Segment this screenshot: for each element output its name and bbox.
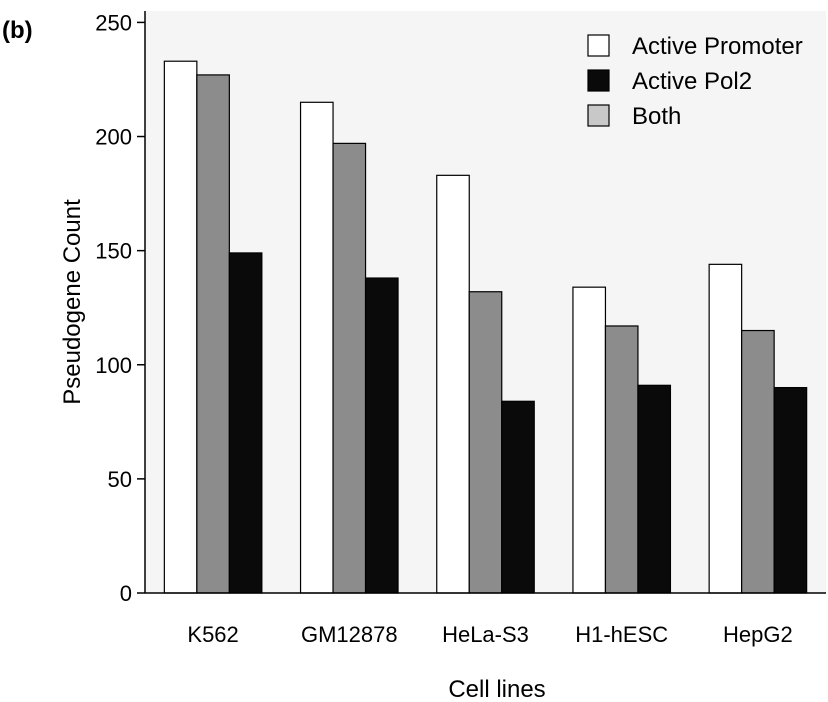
bar-both-k562 bbox=[196, 74, 230, 594]
panel-label: (b) bbox=[2, 17, 33, 44]
x-tick-label: H1-hESC bbox=[575, 622, 668, 647]
x-axis: K562 GM12878 HeLa-S3 H1-hESC HepG2 bbox=[145, 592, 826, 647]
legend-label: Active Pol2 bbox=[632, 68, 752, 95]
y-tick-label: 50 bbox=[108, 467, 132, 492]
bar-both-gm12878 bbox=[332, 142, 367, 594]
y-tick-label: 150 bbox=[95, 239, 132, 264]
bar-both-h1-hesc bbox=[604, 325, 639, 594]
bar-active-promoter-h1-hesc bbox=[572, 286, 607, 594]
bar-active-promoter-k562 bbox=[163, 60, 198, 594]
bar-active-pol2-k562 bbox=[228, 252, 263, 594]
bar-active-pol2-hela-s3 bbox=[501, 400, 535, 594]
y-axis-title: Pseudogene Count bbox=[59, 199, 86, 405]
bar-active-promoter-gm12878 bbox=[299, 101, 334, 594]
y-tick-label: 100 bbox=[95, 353, 132, 378]
y-tick-label: 0 bbox=[120, 581, 132, 606]
legend-swatch bbox=[587, 69, 610, 92]
x-tick-label: K562 bbox=[187, 622, 238, 647]
legend-swatch bbox=[587, 104, 610, 127]
legend: Active Promoter Active Pol2 Both bbox=[587, 33, 803, 130]
x-tick-label: HepG2 bbox=[723, 622, 793, 647]
x-tick-label: GM12878 bbox=[301, 622, 398, 647]
legend-label: Active Promoter bbox=[632, 33, 803, 60]
bar-active-pol2-hepg2 bbox=[773, 386, 808, 594]
bar-both-hepg2 bbox=[741, 329, 775, 594]
legend-label: Both bbox=[632, 103, 681, 130]
bar-active-promoter-hela-s3 bbox=[436, 174, 470, 594]
y-tick-label: 200 bbox=[95, 125, 132, 150]
bar-active-pol2-h1-hesc bbox=[637, 384, 672, 594]
bar-both-hela-s3 bbox=[468, 291, 503, 594]
bars-group bbox=[163, 60, 808, 594]
x-axis-title: Cell lines bbox=[448, 676, 545, 702]
bar-active-promoter-hepg2 bbox=[708, 263, 743, 594]
x-tick-label: HeLa-S3 bbox=[442, 622, 529, 647]
legend-swatch bbox=[587, 34, 610, 57]
y-tick-label: 250 bbox=[95, 10, 132, 35]
y-axis: 0 50 100 150 200 250 bbox=[95, 10, 146, 606]
bar-active-pol2-gm12878 bbox=[364, 277, 399, 594]
